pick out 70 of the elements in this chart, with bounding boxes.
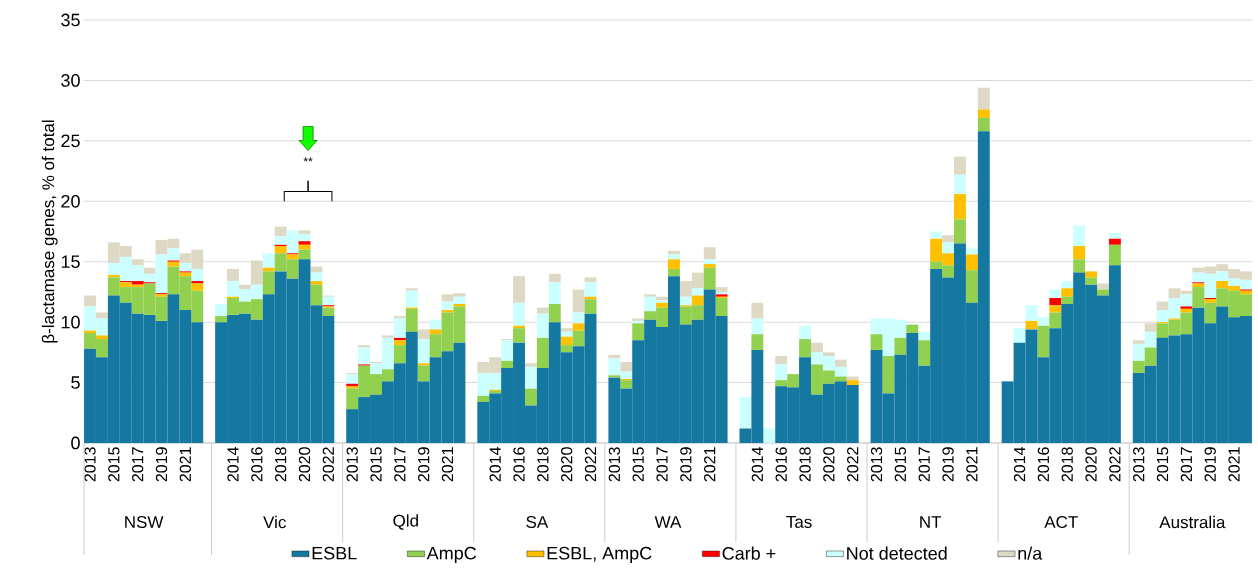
- text: Qld: [393, 514, 418, 530]
- text: Australia: [1159, 515, 1226, 529]
- legend-label: n/a: [1018, 546, 1043, 560]
- x-tick-label: 2019: [680, 447, 692, 482]
- legend-label: Carb +: [722, 546, 776, 560]
- legend-label: Not detected: [847, 546, 947, 560]
- x-tick-label: 2022: [847, 447, 859, 482]
- y-tick-label: 5: [71, 376, 80, 389]
- y-tick-label: 30: [61, 74, 80, 87]
- x-tick-label: 2021: [966, 447, 978, 482]
- text: WA: [654, 516, 682, 528]
- y-tick-label: 35: [61, 13, 80, 27]
- text: Tas: [786, 516, 812, 528]
- x-tick-label: 2018: [275, 447, 287, 482]
- x-tick-label: 2015: [370, 447, 382, 482]
- x-tick-label: 2014: [227, 447, 239, 482]
- x-tick-label: 2020: [298, 447, 311, 482]
- x-tick-label: 2014: [1013, 447, 1026, 482]
- x-tick-label: 2020: [561, 447, 573, 482]
- y-tick-label: 25: [61, 134, 80, 148]
- legend-label: ESBL: [312, 546, 357, 560]
- y-tick-label: 15: [61, 255, 80, 268]
- x-tick-label: 2019: [942, 447, 954, 482]
- legend-label: AmpC: [426, 546, 477, 564]
- x-tick-label: 2022: [1109, 447, 1121, 482]
- x-tick-label: 2021: [441, 447, 454, 482]
- text: NSW: [125, 515, 164, 529]
- x-tick-label: 2014: [751, 447, 764, 482]
- x-tick-label: 2018: [1061, 447, 1073, 482]
- x-tick-label: 2013: [346, 447, 358, 482]
- x-tick-label: 2013: [1133, 447, 1145, 482]
- x-tick-label: 2017: [918, 447, 930, 482]
- x-tick-label: 2022: [584, 447, 597, 482]
- x-tick-label: 2016: [251, 447, 263, 482]
- x-tick-label: 2017: [1180, 447, 1193, 482]
- text: SA: [526, 515, 549, 529]
- x-tick-label: 2017: [394, 447, 406, 482]
- x-tick-label: 2018: [799, 447, 811, 482]
- x-tick-label: 2016: [775, 447, 787, 482]
- x-tick-label: 2021: [1228, 447, 1240, 482]
- text: ACT: [1044, 515, 1078, 529]
- x-tick-label: 2021: [179, 447, 191, 482]
- x-tick-label: 2017: [132, 447, 144, 482]
- x-tick-label: 2015: [1156, 447, 1169, 482]
- annotation: **: [303, 157, 313, 162]
- x-tick-label: 2018: [537, 447, 549, 482]
- x-tick-label: 2022: [322, 447, 335, 482]
- text: Vic: [263, 515, 286, 529]
- x-tick-label: 2019: [155, 447, 168, 482]
- x-tick-label: 2014: [489, 447, 501, 482]
- x-tick-label: 2016: [513, 447, 525, 482]
- x-tick-label: 2021: [704, 447, 716, 482]
- x-tick-label: 2020: [1085, 447, 1097, 482]
- x-tick-label: 2017: [656, 447, 668, 482]
- y-tick-label: 20: [61, 194, 80, 208]
- x-tick-label: 2020: [823, 447, 835, 482]
- x-tick-label: 2013: [870, 447, 883, 482]
- x-tick-label: 2015: [894, 447, 907, 482]
- legend-label: ESBL, AmpC: [547, 546, 652, 564]
- y-tick-label: 0: [71, 436, 80, 450]
- x-tick-label: 2013: [608, 447, 621, 482]
- x-tick-label: 2019: [1204, 447, 1216, 482]
- x-tick-label: 2013: [84, 447, 96, 482]
- x-tick-label: 2015: [108, 447, 120, 482]
- x-tick-label: 2016: [1037, 447, 1050, 482]
- x-tick-label: 2015: [632, 447, 644, 482]
- x-tick-label: 2019: [418, 447, 430, 482]
- y-tick-label: 10: [61, 315, 80, 329]
- text: NT: [920, 516, 942, 528]
- y-axis-title: β-lactamase genes, % of total: [41, 120, 58, 343]
